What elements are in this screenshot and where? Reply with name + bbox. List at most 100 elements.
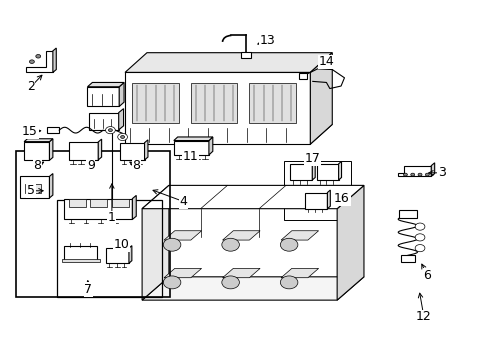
Bar (34, 184, 41, 193)
Circle shape (105, 127, 115, 134)
Polygon shape (430, 163, 434, 176)
Circle shape (163, 276, 181, 289)
Circle shape (425, 173, 428, 176)
Bar (16, 151, 169, 297)
Polygon shape (132, 83, 178, 123)
Polygon shape (144, 140, 148, 160)
Circle shape (29, 60, 34, 63)
Text: 16: 16 (333, 192, 349, 205)
Polygon shape (316, 164, 338, 180)
Text: 2: 2 (27, 80, 35, 93)
Bar (64, 246, 97, 261)
Polygon shape (112, 199, 129, 207)
Polygon shape (190, 83, 237, 123)
Polygon shape (64, 199, 132, 220)
Polygon shape (90, 199, 107, 207)
Polygon shape (49, 139, 53, 160)
Bar (241, 51, 250, 58)
Circle shape (414, 244, 424, 252)
Polygon shape (87, 82, 124, 87)
Polygon shape (327, 190, 330, 209)
Circle shape (414, 234, 424, 241)
Polygon shape (20, 176, 49, 198)
Polygon shape (119, 82, 124, 107)
Polygon shape (163, 231, 201, 240)
Polygon shape (69, 142, 98, 160)
Polygon shape (87, 87, 119, 107)
Polygon shape (125, 72, 310, 144)
Polygon shape (105, 248, 129, 263)
Polygon shape (98, 139, 102, 160)
Circle shape (108, 129, 112, 132)
Polygon shape (208, 137, 212, 155)
Text: 1: 1 (108, 211, 116, 224)
Polygon shape (125, 125, 331, 144)
Polygon shape (281, 231, 318, 240)
Polygon shape (53, 48, 56, 72)
Polygon shape (132, 195, 136, 220)
Polygon shape (142, 185, 168, 300)
Circle shape (410, 173, 414, 176)
Polygon shape (173, 140, 208, 155)
Text: 6: 6 (423, 269, 430, 282)
Text: 8: 8 (33, 159, 41, 172)
Polygon shape (173, 137, 212, 140)
Circle shape (121, 135, 124, 138)
Bar (61, 259, 100, 262)
Polygon shape (338, 161, 341, 180)
Polygon shape (69, 199, 86, 207)
Circle shape (280, 238, 297, 251)
Circle shape (417, 173, 421, 176)
Circle shape (414, 223, 424, 230)
Polygon shape (222, 231, 260, 240)
Polygon shape (49, 174, 53, 198)
Bar (299, 73, 306, 79)
Circle shape (36, 54, 41, 58)
Text: 11: 11 (183, 150, 198, 163)
Text: 5: 5 (27, 184, 35, 197)
Circle shape (280, 276, 297, 289)
Text: 3: 3 (437, 166, 445, 179)
Polygon shape (336, 185, 363, 300)
Polygon shape (312, 161, 315, 180)
Polygon shape (142, 277, 363, 300)
Text: 15: 15 (22, 125, 38, 138)
Polygon shape (281, 269, 318, 278)
Text: 4: 4 (179, 195, 187, 208)
Polygon shape (24, 139, 53, 141)
Polygon shape (119, 109, 123, 130)
Text: 14: 14 (318, 55, 334, 68)
Circle shape (222, 276, 239, 289)
Polygon shape (129, 246, 132, 263)
Polygon shape (310, 53, 331, 144)
Polygon shape (24, 141, 49, 160)
Polygon shape (397, 166, 430, 176)
Text: 17: 17 (304, 152, 320, 165)
Text: 12: 12 (415, 310, 431, 324)
Text: 10: 10 (113, 238, 129, 251)
Circle shape (163, 238, 181, 251)
Polygon shape (249, 83, 295, 123)
Polygon shape (120, 143, 144, 160)
Polygon shape (142, 185, 363, 209)
Circle shape (403, 173, 407, 176)
Bar (283, 161, 350, 220)
Polygon shape (89, 113, 119, 130)
Polygon shape (290, 164, 312, 180)
Polygon shape (26, 51, 53, 72)
Text: 8: 8 (132, 159, 140, 172)
Circle shape (222, 238, 239, 251)
Polygon shape (163, 269, 201, 278)
Bar (400, 255, 414, 262)
Polygon shape (305, 193, 327, 209)
Bar (47, 127, 59, 134)
Bar (25, 184, 32, 193)
Polygon shape (125, 53, 331, 72)
Bar (398, 210, 416, 218)
Text: 7: 7 (84, 283, 92, 296)
Bar (57, 200, 161, 297)
Text: 9: 9 (87, 159, 95, 172)
Polygon shape (222, 269, 260, 278)
Circle shape (118, 134, 127, 140)
Text: 13: 13 (260, 33, 275, 47)
